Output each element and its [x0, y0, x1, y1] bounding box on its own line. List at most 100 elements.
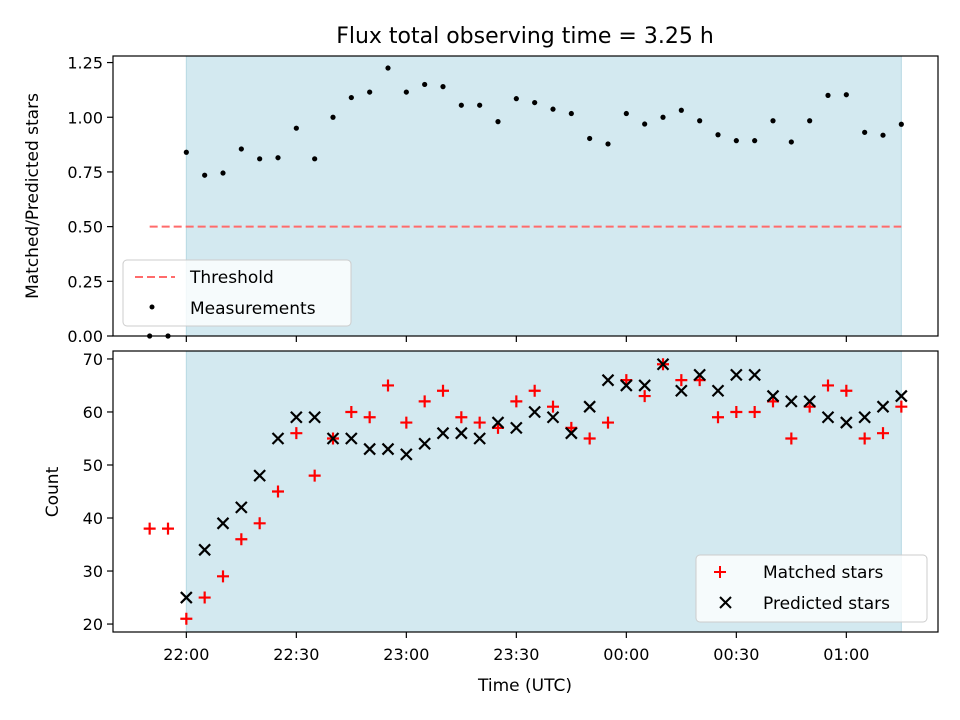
measurement-point — [312, 156, 318, 162]
measurement-point — [477, 102, 483, 108]
xtick-label: 23:00 — [383, 645, 429, 664]
count-panel-ylabel: Count — [43, 466, 63, 517]
predicted-star-point — [565, 426, 578, 440]
predicted-star-point — [290, 410, 303, 424]
measurement-point — [293, 125, 299, 131]
matched-star-point — [400, 416, 413, 429]
predicted-star-point — [638, 379, 651, 392]
measurement-point — [568, 110, 574, 117]
predicted-star-point — [693, 368, 706, 382]
predicted-star-point — [583, 400, 596, 413]
predicted-star-point — [510, 421, 523, 435]
xtick-label: 00:00 — [603, 645, 649, 664]
measurement-point — [422, 81, 428, 88]
predicted-star-point — [895, 389, 908, 403]
predicted-star-point — [363, 442, 376, 456]
predicted-star-point — [436, 426, 450, 440]
predicted-star-point — [656, 357, 670, 371]
matched-star-point — [712, 411, 724, 424]
measurement-point — [385, 65, 391, 71]
matched-star-point — [638, 390, 651, 403]
predicted-star-point — [400, 448, 413, 461]
measurement-point — [220, 170, 226, 176]
legend-measurements-label: Measurements — [190, 299, 316, 319]
predicted-star-point — [821, 410, 835, 424]
measurement-point — [807, 118, 813, 124]
count-ytick-label: 30 — [83, 562, 103, 581]
legend-matched-label: Matched stars — [763, 563, 883, 583]
ratio-ytick-label: 0.75 — [67, 163, 103, 182]
ratio-ytick-label: 0.00 — [67, 327, 103, 346]
matched-star-point — [840, 384, 853, 397]
matched-star-point — [748, 405, 761, 418]
predicted-star-point — [418, 437, 431, 451]
predicted-star-point — [326, 432, 340, 445]
predicted-star-point — [601, 373, 615, 387]
ratio-ytick-label: 0.25 — [67, 272, 103, 291]
measurement-point — [458, 102, 464, 108]
measurement-point — [825, 92, 831, 98]
ratio-ytick-label: 1.00 — [67, 108, 103, 127]
measurement-point — [605, 141, 611, 147]
measurement-point — [660, 114, 666, 120]
predicted-star-point — [491, 416, 505, 429]
ratio-panel-frame — [112, 55, 939, 337]
measurement-point — [532, 99, 538, 106]
measurement-point — [898, 121, 904, 127]
count-panel: 20 30 40 50 60 70 22:00 22:30 23:00 23:30 00:00 00:… — [43, 350, 939, 696]
matched-star-point — [290, 427, 303, 440]
measurement-point — [257, 156, 263, 162]
count-legend-box — [695, 554, 928, 623]
predicted-star-point — [528, 405, 541, 419]
legend-predicted-label: Predicted stars — [763, 594, 890, 614]
predicted-star-point — [271, 432, 285, 445]
measurement-point — [348, 94, 354, 101]
measurement-point — [238, 146, 244, 152]
matched-star-point — [418, 395, 431, 408]
predicted-star-point — [711, 384, 725, 398]
measurement-point — [697, 118, 703, 124]
matched-star-point — [583, 432, 596, 445]
x-axis-label: Time (UTC) — [477, 676, 572, 696]
ratio-panel: 0.00 0.25 0.50 0.75 1.00 1.25 Matched/Predict… — [23, 54, 939, 346]
predicted-star-point — [180, 591, 193, 604]
measurement-point — [440, 84, 446, 90]
legend-matched-swatch — [714, 566, 726, 578]
matched-star-point — [547, 400, 559, 413]
matched-star-point — [877, 427, 889, 440]
matched-star-point — [180, 612, 193, 625]
measurement-point — [733, 138, 739, 144]
predicted-star-point — [785, 395, 798, 408]
measurement-point — [770, 118, 776, 124]
matched-star-point — [602, 416, 614, 429]
count-panel-frame — [112, 350, 939, 633]
matched-star-point — [272, 485, 284, 498]
ratio-legend: Threshold Measurements — [122, 259, 352, 327]
measurement-point — [367, 89, 373, 95]
measurement-point — [623, 110, 629, 117]
matched-star-point — [785, 432, 798, 445]
predicted-star-point — [235, 501, 248, 514]
predicted-star-point — [473, 432, 486, 445]
legend-measurements-swatch — [149, 304, 155, 310]
measurement-point — [275, 155, 281, 161]
predicted-star-point — [620, 379, 633, 392]
predicted-star-point — [546, 410, 560, 424]
measurement-point — [715, 132, 721, 138]
predicted-star-point — [876, 400, 890, 413]
predicted-star-point — [858, 410, 871, 424]
xtick-label: 22:00 — [163, 645, 209, 664]
ratio-panel-ylabel: Matched/Predicted stars — [23, 93, 43, 299]
xtick-label: 22:30 — [273, 645, 319, 664]
predicted-star-point — [675, 384, 688, 398]
predicted-star-point — [455, 426, 468, 440]
measurement-point — [642, 121, 648, 127]
measurement-point — [788, 139, 794, 145]
matched-star-point — [895, 400, 908, 413]
ratio-ytick-label: 0.50 — [67, 218, 103, 237]
measurement-point — [587, 135, 593, 142]
predicted-star-point — [198, 543, 211, 557]
matched-star-point — [143, 522, 156, 535]
matched-star-point — [363, 411, 376, 424]
predicted-star-point — [748, 368, 761, 382]
